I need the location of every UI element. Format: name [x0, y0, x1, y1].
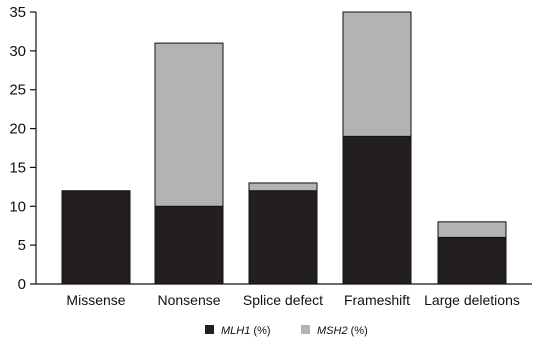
- legend-swatch: [301, 325, 310, 334]
- bar-segment-msh2: [154, 42, 224, 207]
- legend-label: MSH2 (%): [317, 325, 368, 337]
- legend-series-unit: (%): [348, 325, 368, 337]
- bar-segment-msh2: [248, 182, 318, 192]
- bar-segment-mlh1: [61, 190, 131, 285]
- bar-segment-mlh1: [342, 135, 412, 285]
- bars-group: [61, 11, 507, 285]
- legend: MLH1 (%) MSH2 (%): [205, 325, 368, 337]
- x-axis: Missense Nonsense Splice defect Frameshift L…: [36, 283, 532, 308]
- y-tick-label: 35: [9, 4, 26, 21]
- legend-series-name: MLH1: [221, 325, 250, 337]
- x-category-label: Frameshift: [344, 292, 410, 308]
- bar-segment-mlh1: [154, 205, 224, 285]
- x-category-label: Large deletions: [424, 292, 520, 308]
- legend-series-name: MSH2: [317, 325, 348, 337]
- y-tick-label: 10: [9, 198, 26, 215]
- bar-segment-msh2: [342, 11, 412, 137]
- bar-segment-mlh1: [248, 190, 318, 285]
- y-tick-label: 5: [18, 237, 26, 254]
- y-tick-label: 25: [9, 82, 26, 99]
- y-tick-label: 30: [9, 43, 26, 60]
- y-tick-label: 0: [18, 276, 26, 293]
- legend-swatch: [205, 325, 214, 334]
- x-category-label: Splice defect: [243, 292, 323, 308]
- bar-segment-msh2: [437, 221, 507, 238]
- legend-series-unit: (%): [250, 325, 270, 337]
- y-tick-label: 20: [9, 121, 26, 138]
- y-axis: 0 5 10 15 20 25 30 35: [9, 4, 37, 293]
- x-category-label: Missense: [66, 292, 125, 308]
- x-category-label: Nonsense: [157, 292, 220, 308]
- bar-segment-mlh1: [437, 236, 507, 285]
- y-tick-label: 15: [9, 159, 26, 176]
- legend-label: MLH1 (%): [221, 325, 271, 337]
